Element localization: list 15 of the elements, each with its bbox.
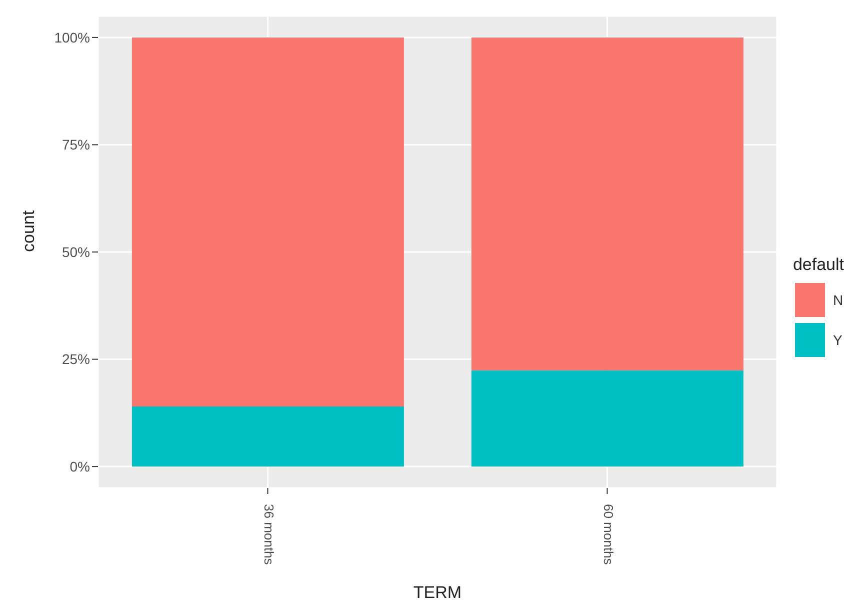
bar xyxy=(132,406,404,467)
y-tick-label: 100% xyxy=(54,29,90,46)
x-tick-label: 60 months xyxy=(600,504,616,566)
x-axis-title: TERM xyxy=(413,583,462,602)
bar xyxy=(471,370,744,467)
y-tick-label: 75% xyxy=(62,136,90,153)
legend-title: default xyxy=(792,255,844,275)
x-tick-label: 36 months xyxy=(261,504,276,566)
y-axis-title: count xyxy=(19,210,38,252)
y-tick-label: 50% xyxy=(62,244,90,260)
text: Y xyxy=(832,332,842,348)
bar xyxy=(471,37,744,370)
y-tick-label: 0% xyxy=(70,458,90,475)
y-tick-label: 25% xyxy=(62,351,90,368)
text: N xyxy=(832,292,844,308)
